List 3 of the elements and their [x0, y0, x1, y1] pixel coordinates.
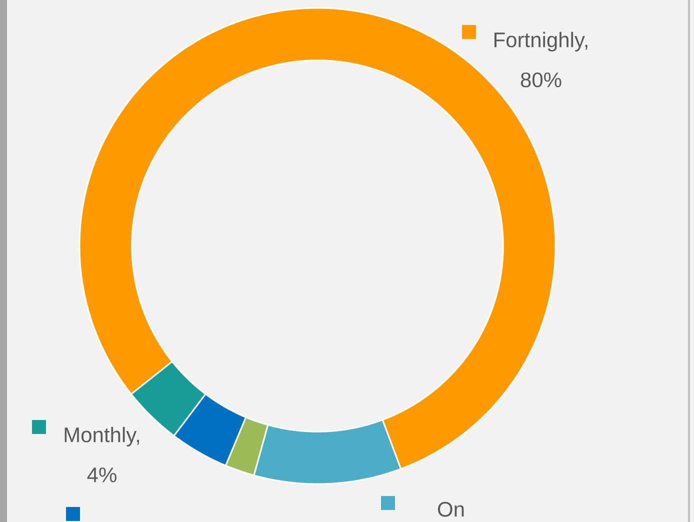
- data-label: Fortnighly, 80%: [494, 32, 588, 88]
- legend-label: On: [438, 502, 464, 517]
- data-label: Monthly, 4%: [64, 426, 140, 482]
